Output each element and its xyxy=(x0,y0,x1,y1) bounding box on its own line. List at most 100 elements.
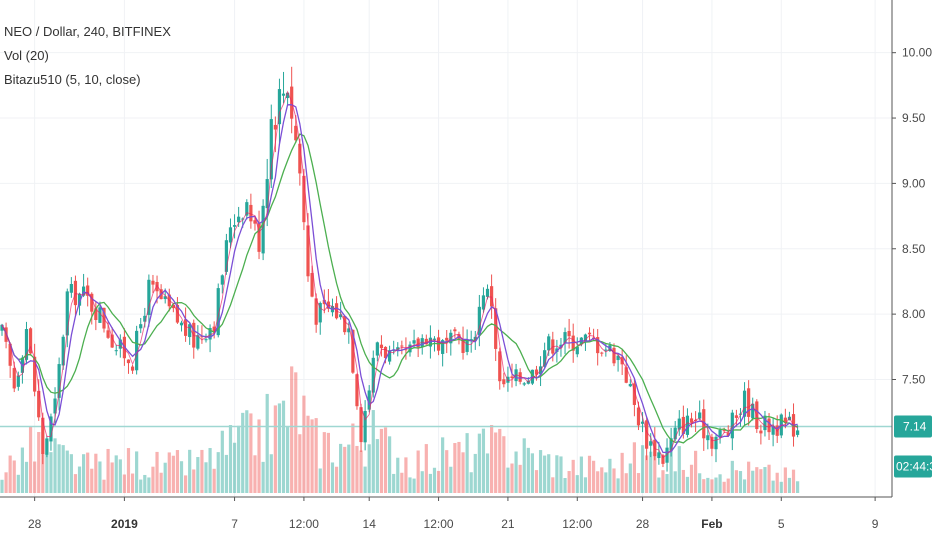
volume-bar xyxy=(200,449,204,493)
volume-bar xyxy=(139,479,143,493)
volume-bar xyxy=(473,453,477,493)
volume-bar xyxy=(73,474,78,493)
chart-legend: NEO / Dollar, 240, BITFINEX Vol (20) Bit… xyxy=(4,20,171,92)
volume-bar xyxy=(412,478,416,493)
volume-bar xyxy=(383,427,388,493)
volume-bar xyxy=(253,455,257,493)
candle-body xyxy=(82,286,86,296)
volume-bar xyxy=(130,473,135,493)
volume-bar xyxy=(722,481,726,493)
volume-bar xyxy=(12,460,16,493)
volume-bar xyxy=(742,479,747,493)
time-axis[interactable]: 28 2019 7 12:00 14 12:00 21 12:00 28 Feb 5 9 xyxy=(28,497,879,531)
volume-bar xyxy=(673,471,677,493)
volume-bar xyxy=(396,457,400,493)
candle-body xyxy=(306,225,310,277)
ma-fast-line xyxy=(1,104,798,454)
volume-bar xyxy=(8,455,12,493)
candle-body xyxy=(65,291,69,336)
price-axis[interactable]: 10.00 9.50 9.00 8.50 8.00 7.50 xyxy=(892,46,932,387)
volume-bar xyxy=(237,425,241,493)
candle-body xyxy=(575,346,579,355)
volume-bar xyxy=(167,452,171,493)
candle-body xyxy=(224,240,228,272)
candle-body xyxy=(73,280,78,306)
candle-body xyxy=(151,280,155,285)
time-tick-label: Feb xyxy=(701,517,722,531)
volume-bar xyxy=(135,451,139,493)
volume-bar xyxy=(441,437,445,493)
candle-body xyxy=(61,336,65,366)
volume-bar xyxy=(286,426,290,493)
candle-body xyxy=(645,420,649,449)
candle-body xyxy=(661,455,665,464)
indicator-legend[interactable]: Bitazu510 (5, 10, close) xyxy=(4,72,141,87)
volume-bar xyxy=(277,403,282,493)
volume-bar xyxy=(465,433,469,493)
volume-bar xyxy=(281,400,286,493)
volume-bar xyxy=(261,461,265,493)
candle-body xyxy=(24,329,29,360)
candle-body xyxy=(673,427,677,440)
time-tick-label: 12:00 xyxy=(562,517,592,531)
volume-bar xyxy=(767,464,771,493)
volume-bar xyxy=(298,434,302,493)
ma-extra-line xyxy=(1,90,798,459)
candle-body xyxy=(567,330,571,337)
volume-bar xyxy=(196,457,200,493)
volume-bar xyxy=(24,461,29,493)
candle-body xyxy=(49,416,53,442)
volume-bar xyxy=(249,413,253,493)
volume-bar xyxy=(714,477,718,493)
candle-body xyxy=(253,220,257,224)
volume-bar xyxy=(551,477,555,493)
candle-body xyxy=(734,415,738,418)
candle-body xyxy=(718,430,722,438)
volume-bar xyxy=(184,475,188,493)
volume-bar xyxy=(363,466,367,493)
candle-body xyxy=(184,319,188,336)
volume-bar xyxy=(220,430,224,493)
candle-body xyxy=(228,227,233,243)
volume-bar xyxy=(371,410,375,493)
candle-body xyxy=(204,339,208,341)
volume-legend[interactable]: Vol (20) xyxy=(4,48,49,63)
volume-bar xyxy=(522,438,526,493)
volume-bar xyxy=(600,467,604,493)
candle-body xyxy=(45,438,49,455)
candle-body xyxy=(371,357,375,393)
time-tick-label: 12:00 xyxy=(289,517,319,531)
candle-body xyxy=(636,407,641,426)
volume-bar xyxy=(702,479,706,493)
candle-body xyxy=(681,416,685,434)
candle-body xyxy=(245,202,249,216)
volume-bar xyxy=(204,462,208,493)
volume-bar xyxy=(645,455,649,493)
candle-body xyxy=(171,305,175,309)
volume-bar xyxy=(90,468,94,493)
volume-bar xyxy=(661,470,665,493)
volume-bar xyxy=(628,463,632,493)
volume-bar xyxy=(314,418,318,493)
volume-bar xyxy=(747,461,751,493)
candle-body xyxy=(477,306,481,336)
volume-bar xyxy=(632,442,636,493)
candle-body xyxy=(698,412,702,419)
symbol-legend[interactable]: NEO / Dollar, 240, BITFINEX xyxy=(4,24,171,39)
volume-bar xyxy=(449,466,453,493)
volume-bar xyxy=(796,481,800,493)
volume-bar xyxy=(694,450,698,493)
candle-body xyxy=(714,436,718,450)
volume-bar xyxy=(57,444,61,493)
candle-body xyxy=(481,295,486,310)
candle-body xyxy=(677,418,681,430)
candle-body xyxy=(208,327,212,340)
candle-body xyxy=(767,418,771,433)
volume-bar xyxy=(653,457,657,493)
candle-body xyxy=(37,390,41,418)
volume-bar xyxy=(445,450,449,493)
volume-bar xyxy=(608,458,612,493)
volume-bar xyxy=(94,453,98,493)
